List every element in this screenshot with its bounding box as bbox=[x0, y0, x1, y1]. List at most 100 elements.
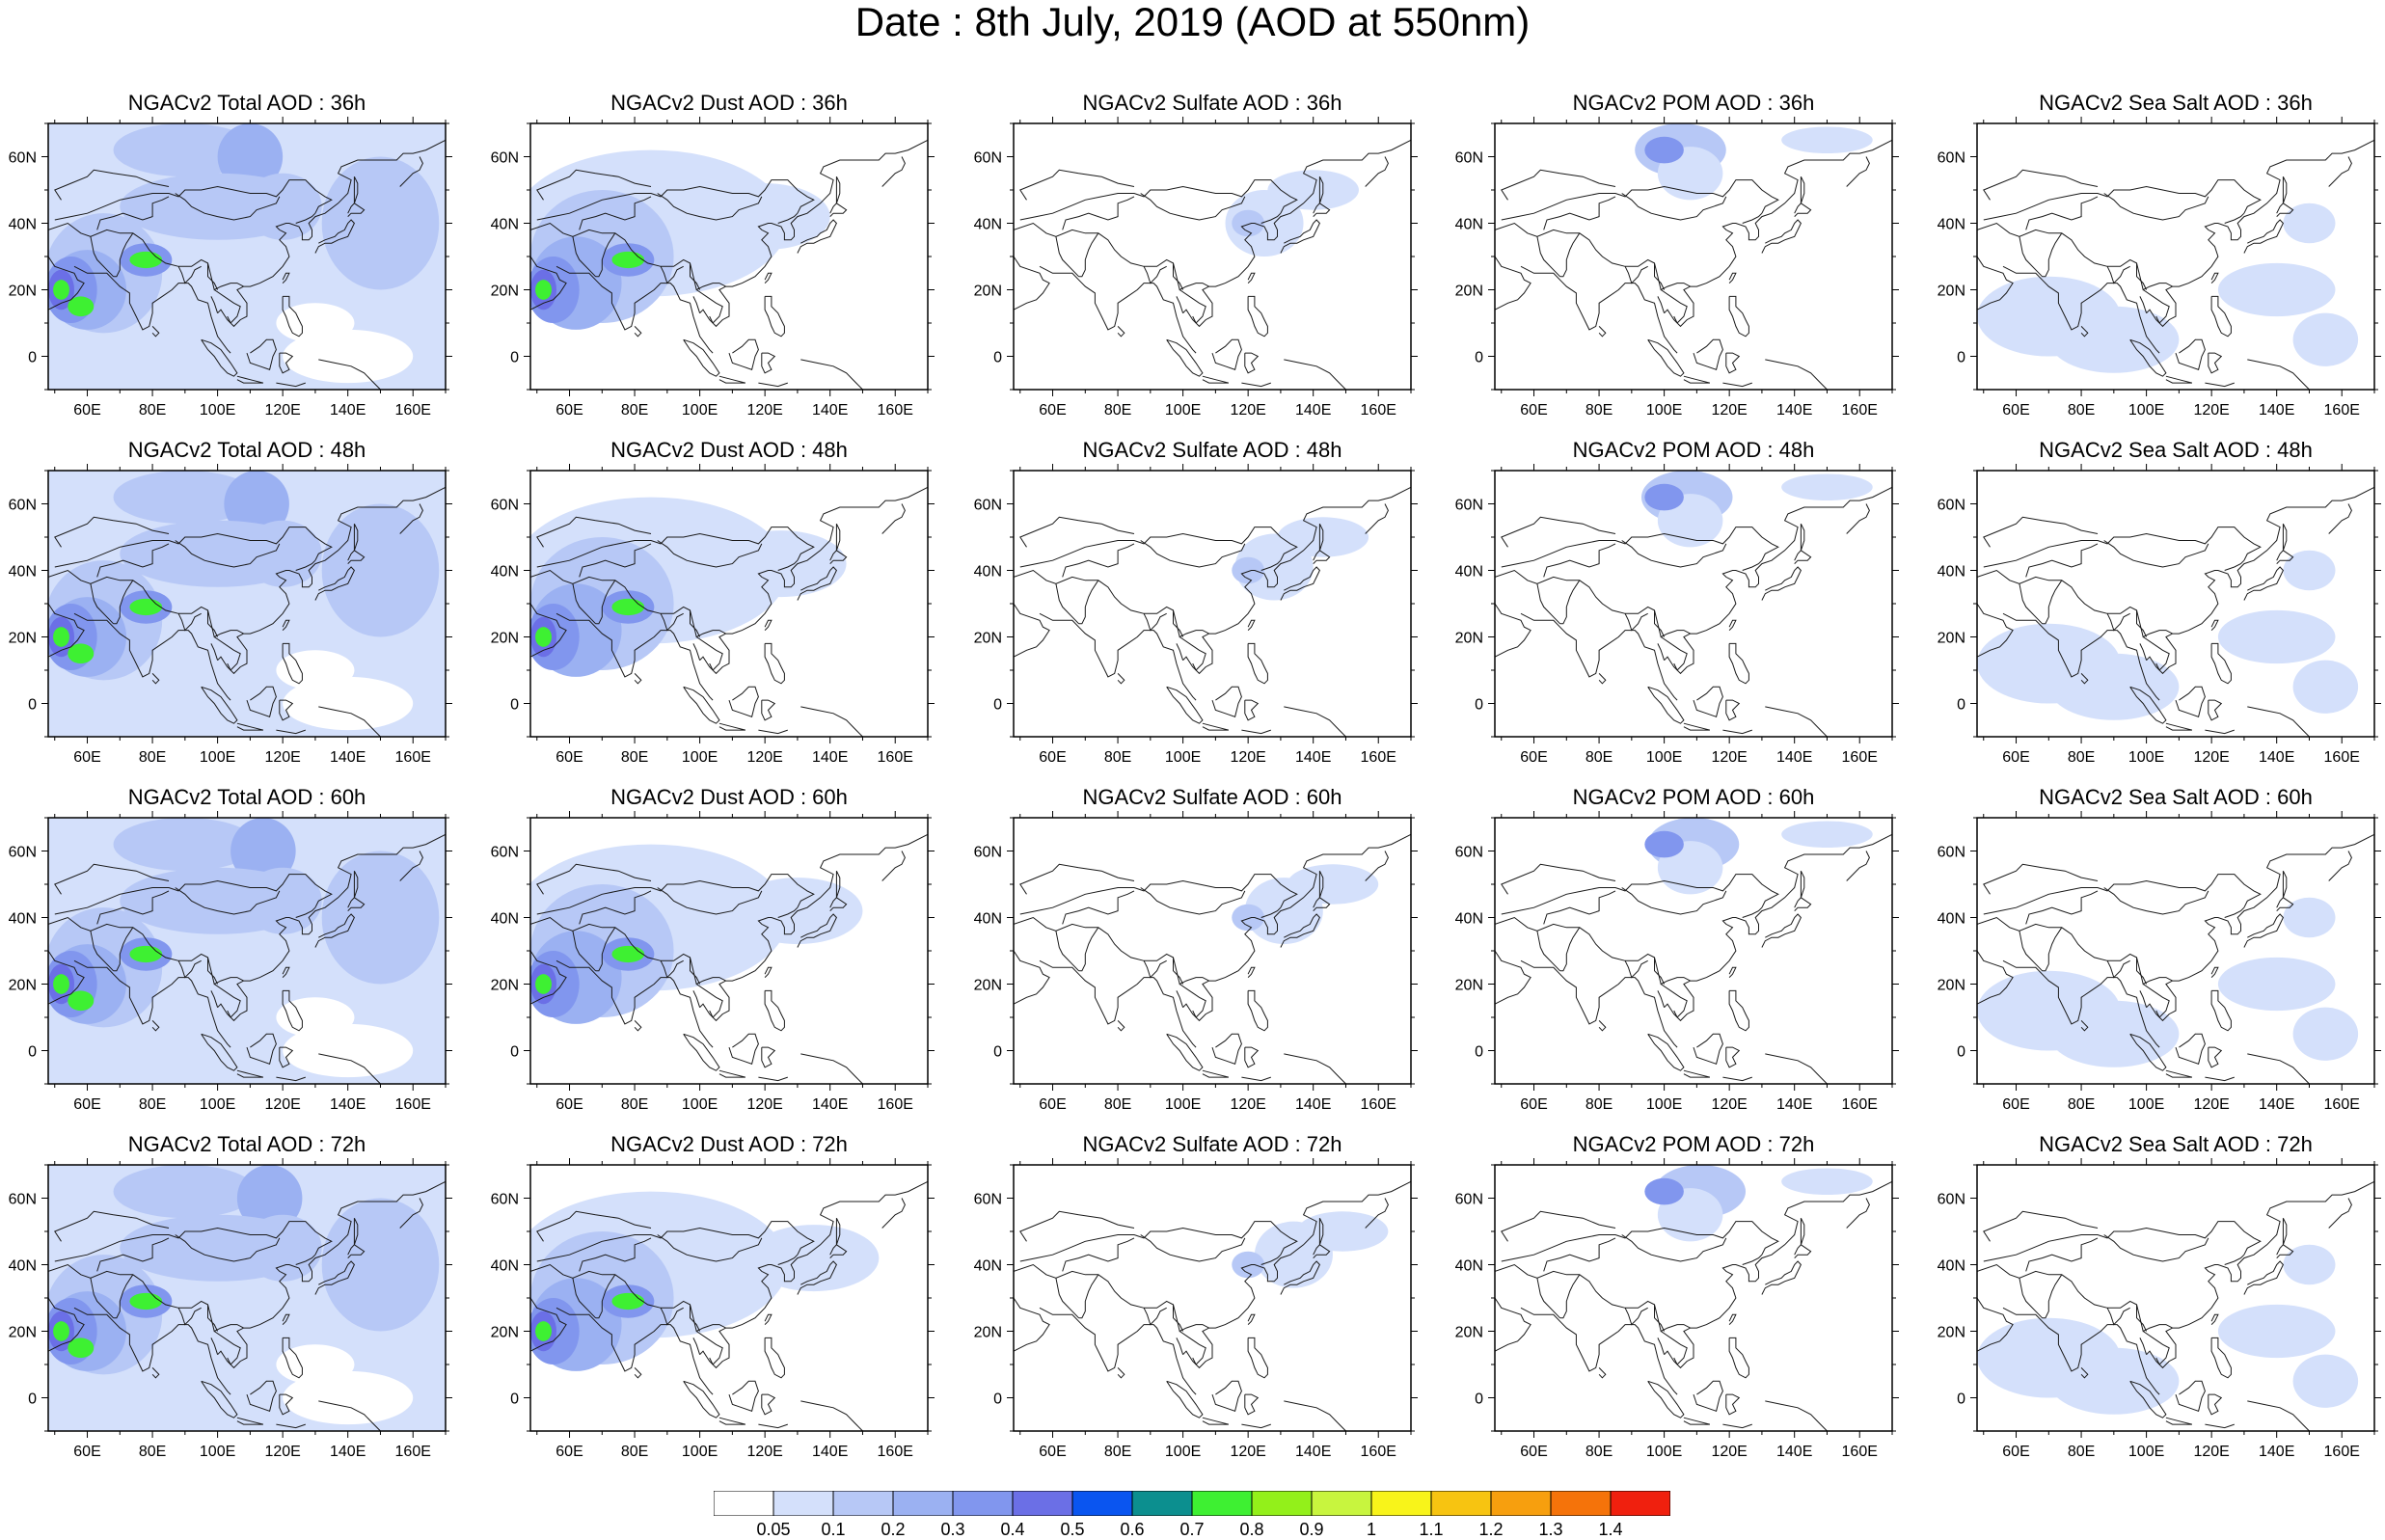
lat-tick-label: 0 bbox=[28, 1391, 37, 1408]
map-panel: 60E 80E 100E 120E 140E 160E 60N 40N 20N 0 bbox=[1455, 811, 1899, 1113]
lon-tick-label: 60E bbox=[1039, 1096, 1066, 1113]
lon-tick-label: 100E bbox=[682, 1096, 718, 1113]
lat-tick-label: 60N bbox=[1938, 1192, 1965, 1208]
colorbar-swatch bbox=[1430, 1491, 1492, 1516]
map-frame bbox=[1013, 470, 1412, 738]
colorbar-swatch bbox=[772, 1491, 834, 1516]
map-panel: 60E 80E 100E 120E 140E 160E 60N 40N 20N 0 bbox=[974, 1158, 1418, 1460]
lon-tick-label: 100E bbox=[1646, 749, 1682, 766]
lon-tick-label: 100E bbox=[2128, 1096, 2164, 1113]
lon-tick-label: 140E bbox=[2259, 749, 2294, 766]
panel-title: NGACv2 Sulfate AOD : 72h bbox=[1082, 1132, 1342, 1156]
lon-tick-label: 60E bbox=[1520, 749, 1547, 766]
lat-tick-label: 20N bbox=[974, 631, 1002, 647]
lat-tick-label: 60N bbox=[491, 1192, 519, 1208]
lon-tick-label: 80E bbox=[139, 402, 166, 419]
panel-title: NGACv2 Sulfate AOD : 60h bbox=[1082, 785, 1342, 809]
lon-tick-label: 100E bbox=[1646, 1444, 1682, 1460]
map-panel: 60E 80E 100E 120E 140E 160E 60N 40N 20N 0 bbox=[9, 464, 452, 766]
lat-tick-label: 60N bbox=[9, 150, 37, 167]
lon-tick-label: 100E bbox=[200, 402, 235, 419]
colorbar-swatch bbox=[1370, 1491, 1432, 1516]
lat-tick-label: 40N bbox=[491, 1258, 519, 1275]
lat-tick-label: 40N bbox=[491, 911, 519, 928]
lat-tick-label: 0 bbox=[1475, 697, 1483, 714]
lon-tick-label: 120E bbox=[264, 1096, 300, 1113]
lon-tick-label: 80E bbox=[1104, 402, 1131, 419]
aod-field bbox=[1644, 1165, 1873, 1242]
lat-tick-label: 20N bbox=[1455, 978, 1483, 994]
lon-tick-label: 160E bbox=[1842, 1444, 1878, 1460]
lon-tick-label: 100E bbox=[200, 1096, 235, 1113]
lon-tick-label: 60E bbox=[1039, 402, 1066, 419]
lat-tick-label: 0 bbox=[510, 697, 519, 714]
lon-tick-label: 160E bbox=[2324, 402, 2360, 419]
map-panel: 60E 80E 100E 120E 140E 160E 60N 40N 20N 0 bbox=[1938, 1158, 2381, 1460]
coastlines bbox=[1495, 833, 1892, 1084]
lon-tick-label: 80E bbox=[1585, 1444, 1613, 1460]
lon-tick-label: 60E bbox=[1039, 1444, 1066, 1460]
lon-tick-label: 160E bbox=[878, 402, 913, 419]
lon-tick-label: 160E bbox=[395, 402, 431, 419]
lon-tick-label: 80E bbox=[1104, 1444, 1131, 1460]
colorbar-label: 1.4 bbox=[1598, 1520, 1623, 1539]
lat-tick-label: 40N bbox=[9, 911, 37, 928]
colorbar-swatch bbox=[1251, 1491, 1313, 1516]
lat-tick-label: 40N bbox=[1455, 1258, 1483, 1275]
lat-tick-label: 40N bbox=[491, 217, 519, 233]
colorbar-label: 0.7 bbox=[1179, 1520, 1205, 1539]
lat-tick-label: 20N bbox=[974, 1325, 1002, 1341]
lat-tick-label: 20N bbox=[1455, 1325, 1483, 1341]
lon-tick-label: 100E bbox=[2128, 1444, 2164, 1460]
lon-tick-label: 80E bbox=[1585, 749, 1613, 766]
lon-tick-label: 60E bbox=[556, 1444, 583, 1460]
colorbar-label: 0.6 bbox=[1120, 1520, 1145, 1539]
lon-tick-label: 60E bbox=[2002, 1444, 2029, 1460]
panel-title: NGACv2 Total AOD : 72h bbox=[127, 1132, 366, 1156]
colorbar-swatch bbox=[1071, 1491, 1133, 1516]
lon-tick-label: 80E bbox=[621, 1096, 648, 1113]
map-panel: 60E 80E 100E 120E 140E 160E 60N 40N 20N 0 bbox=[974, 811, 1418, 1113]
lat-tick-label: 60N bbox=[974, 1192, 1002, 1208]
map-panel: 60E 80E 100E 120E 140E 160E 60N 40N 20N 0 bbox=[1455, 464, 1899, 766]
aod-field bbox=[530, 149, 830, 330]
lon-tick-label: 60E bbox=[556, 1096, 583, 1113]
colorbar-label: 1.3 bbox=[1538, 1520, 1563, 1539]
map-panel: 60E 80E 100E 120E 140E 160E 60N 40N 20N 0 bbox=[9, 117, 452, 419]
lat-tick-label: 60N bbox=[491, 845, 519, 861]
lon-tick-label: 120E bbox=[746, 1096, 782, 1113]
map-panel: 60E 80E 100E 120E 140E 160E 60N 40N 20N 0 bbox=[974, 464, 1418, 766]
colorbar-label: 0.5 bbox=[1060, 1520, 1085, 1539]
map-panel: 60E 80E 100E 120E 140E 160E 60N 40N 20N 0 bbox=[491, 117, 935, 419]
colorbar bbox=[714, 1491, 1670, 1516]
lat-tick-label: 0 bbox=[993, 1044, 1002, 1061]
coastlines bbox=[1977, 833, 2374, 1084]
lat-tick-label: 40N bbox=[974, 564, 1002, 581]
lon-tick-label: 160E bbox=[395, 1444, 431, 1460]
lon-tick-label: 60E bbox=[556, 402, 583, 419]
coastlines bbox=[1014, 833, 1411, 1084]
lon-tick-label: 140E bbox=[1776, 402, 1812, 419]
map-panel: 60E 80E 100E 120E 140E 160E 60N 40N 20N 0 bbox=[9, 1158, 452, 1460]
coastlines bbox=[48, 833, 446, 1084]
lon-tick-label: 140E bbox=[330, 749, 366, 766]
lat-tick-label: 40N bbox=[1938, 564, 1965, 581]
map-panel: 60E 80E 100E 120E 140E 160E 60N 40N 20N 0 bbox=[1455, 1158, 1899, 1460]
lon-tick-label: 140E bbox=[1295, 402, 1331, 419]
map-panel: 60E 80E 100E 120E 140E 160E 60N 40N 20N 0 bbox=[9, 811, 452, 1113]
lat-tick-label: 60N bbox=[491, 498, 519, 514]
lat-tick-label: 20N bbox=[1938, 631, 1965, 647]
colorbar-label: 0.2 bbox=[881, 1520, 906, 1539]
lon-tick-label: 120E bbox=[1230, 749, 1265, 766]
aod-field bbox=[1977, 550, 2359, 720]
lat-tick-label: 60N bbox=[491, 150, 519, 167]
lat-tick-label: 20N bbox=[9, 978, 37, 994]
colorbar-swatch bbox=[1490, 1491, 1552, 1516]
lat-tick-label: 60N bbox=[1455, 845, 1483, 861]
lat-tick-label: 40N bbox=[974, 911, 1002, 928]
lon-tick-label: 160E bbox=[1361, 1096, 1396, 1113]
lon-tick-label: 80E bbox=[2068, 402, 2095, 419]
map-frame bbox=[1013, 1164, 1412, 1432]
lat-tick-label: 0 bbox=[993, 1391, 1002, 1408]
lon-tick-label: 120E bbox=[2193, 1444, 2229, 1460]
